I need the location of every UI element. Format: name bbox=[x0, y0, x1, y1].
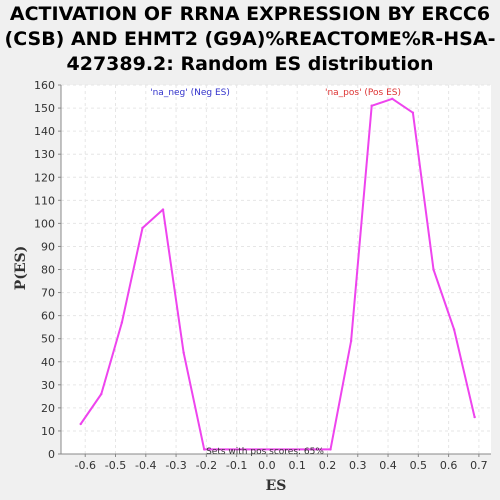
plot-area bbox=[61, 85, 491, 454]
y-tick-label: 20 bbox=[41, 402, 55, 415]
chart-title-line-1: ACTIVATION OF RRNA EXPRESSION BY ERCC6 bbox=[9, 3, 491, 25]
y-tick-label: 60 bbox=[41, 310, 55, 323]
y-tick-label: 40 bbox=[41, 356, 55, 369]
x-tick-label: 0.5 bbox=[410, 459, 428, 472]
x-axis-label: ES bbox=[266, 478, 287, 494]
x-tick-label: 0.3 bbox=[349, 459, 367, 472]
x-tick-label: -0.6 bbox=[74, 459, 95, 472]
series-point bbox=[100, 392, 103, 396]
series-point bbox=[473, 415, 476, 419]
x-tick-label: 0.2 bbox=[319, 459, 337, 472]
series-point bbox=[349, 339, 353, 343]
x-tick-label: 0.1 bbox=[288, 459, 306, 472]
series-layer bbox=[79, 97, 476, 451]
series-point bbox=[79, 422, 82, 426]
chart-title-line-3: 427389.2: Random ES distribution bbox=[66, 53, 434, 75]
series-point bbox=[182, 351, 185, 354]
series-point bbox=[329, 448, 332, 451]
series-point bbox=[161, 208, 165, 211]
y-tick-label: 140 bbox=[34, 125, 55, 138]
y-tick-label: 70 bbox=[41, 287, 55, 300]
y-tick-label: 100 bbox=[34, 217, 55, 230]
y-tick-label: 10 bbox=[41, 425, 55, 438]
x-tick-label: -0.5 bbox=[105, 459, 126, 472]
legend-neg: 'na_neg' (Neg ES) bbox=[150, 88, 230, 98]
y-tick-label: 80 bbox=[41, 264, 55, 277]
x-tick-label: -0.3 bbox=[165, 459, 186, 472]
x-tick-label: 0.6 bbox=[440, 459, 458, 472]
y-tick-label: 130 bbox=[34, 148, 55, 161]
series-point bbox=[391, 97, 394, 101]
x-tick-label: 0.7 bbox=[470, 459, 488, 472]
y-tick-label: 50 bbox=[41, 333, 55, 346]
x-tick-label: -0.4 bbox=[135, 459, 156, 472]
series-point bbox=[203, 448, 206, 451]
y-tick-label: 0 bbox=[48, 448, 55, 461]
y-axis-label: P(ES) bbox=[13, 246, 29, 291]
x-tick-label: 0.4 bbox=[379, 459, 397, 472]
y-tick-label: 150 bbox=[34, 102, 55, 115]
series-point bbox=[141, 226, 144, 230]
y-tick-label: 110 bbox=[34, 194, 55, 207]
y-tick-label: 160 bbox=[34, 79, 55, 92]
y-tick-label: 90 bbox=[41, 240, 55, 253]
y-tick-label: 30 bbox=[41, 379, 55, 392]
y-tick-label: 120 bbox=[34, 171, 55, 184]
chart-title-line-2: (CSB) AND EHMT2 (G9A)%REACTOME%R-HSA- bbox=[4, 28, 496, 50]
series-point bbox=[120, 321, 124, 324]
series-point bbox=[452, 328, 456, 331]
axes: -0.6 -0.5 -0.4 -0.3 -0.2 -0.1 0.0 0.1 0.2 0.3 0.4 0… bbox=[34, 79, 491, 472]
x-tick-label: -0.1 bbox=[226, 459, 247, 472]
chart-title: ACTIVATION OF RRNA EXPRESSION BY ERCC6 (… bbox=[0, 2, 500, 77]
x-tick-label: -0.2 bbox=[196, 459, 217, 472]
series-point bbox=[370, 104, 373, 107]
pos-scores-annotation: Sets with pos scores: 65% bbox=[206, 447, 324, 457]
x-tick-label: 0.0 bbox=[258, 459, 276, 472]
series-point bbox=[432, 268, 435, 271]
legend-pos: 'na_pos' (Pos ES) bbox=[325, 88, 401, 98]
series-point bbox=[411, 111, 415, 114]
